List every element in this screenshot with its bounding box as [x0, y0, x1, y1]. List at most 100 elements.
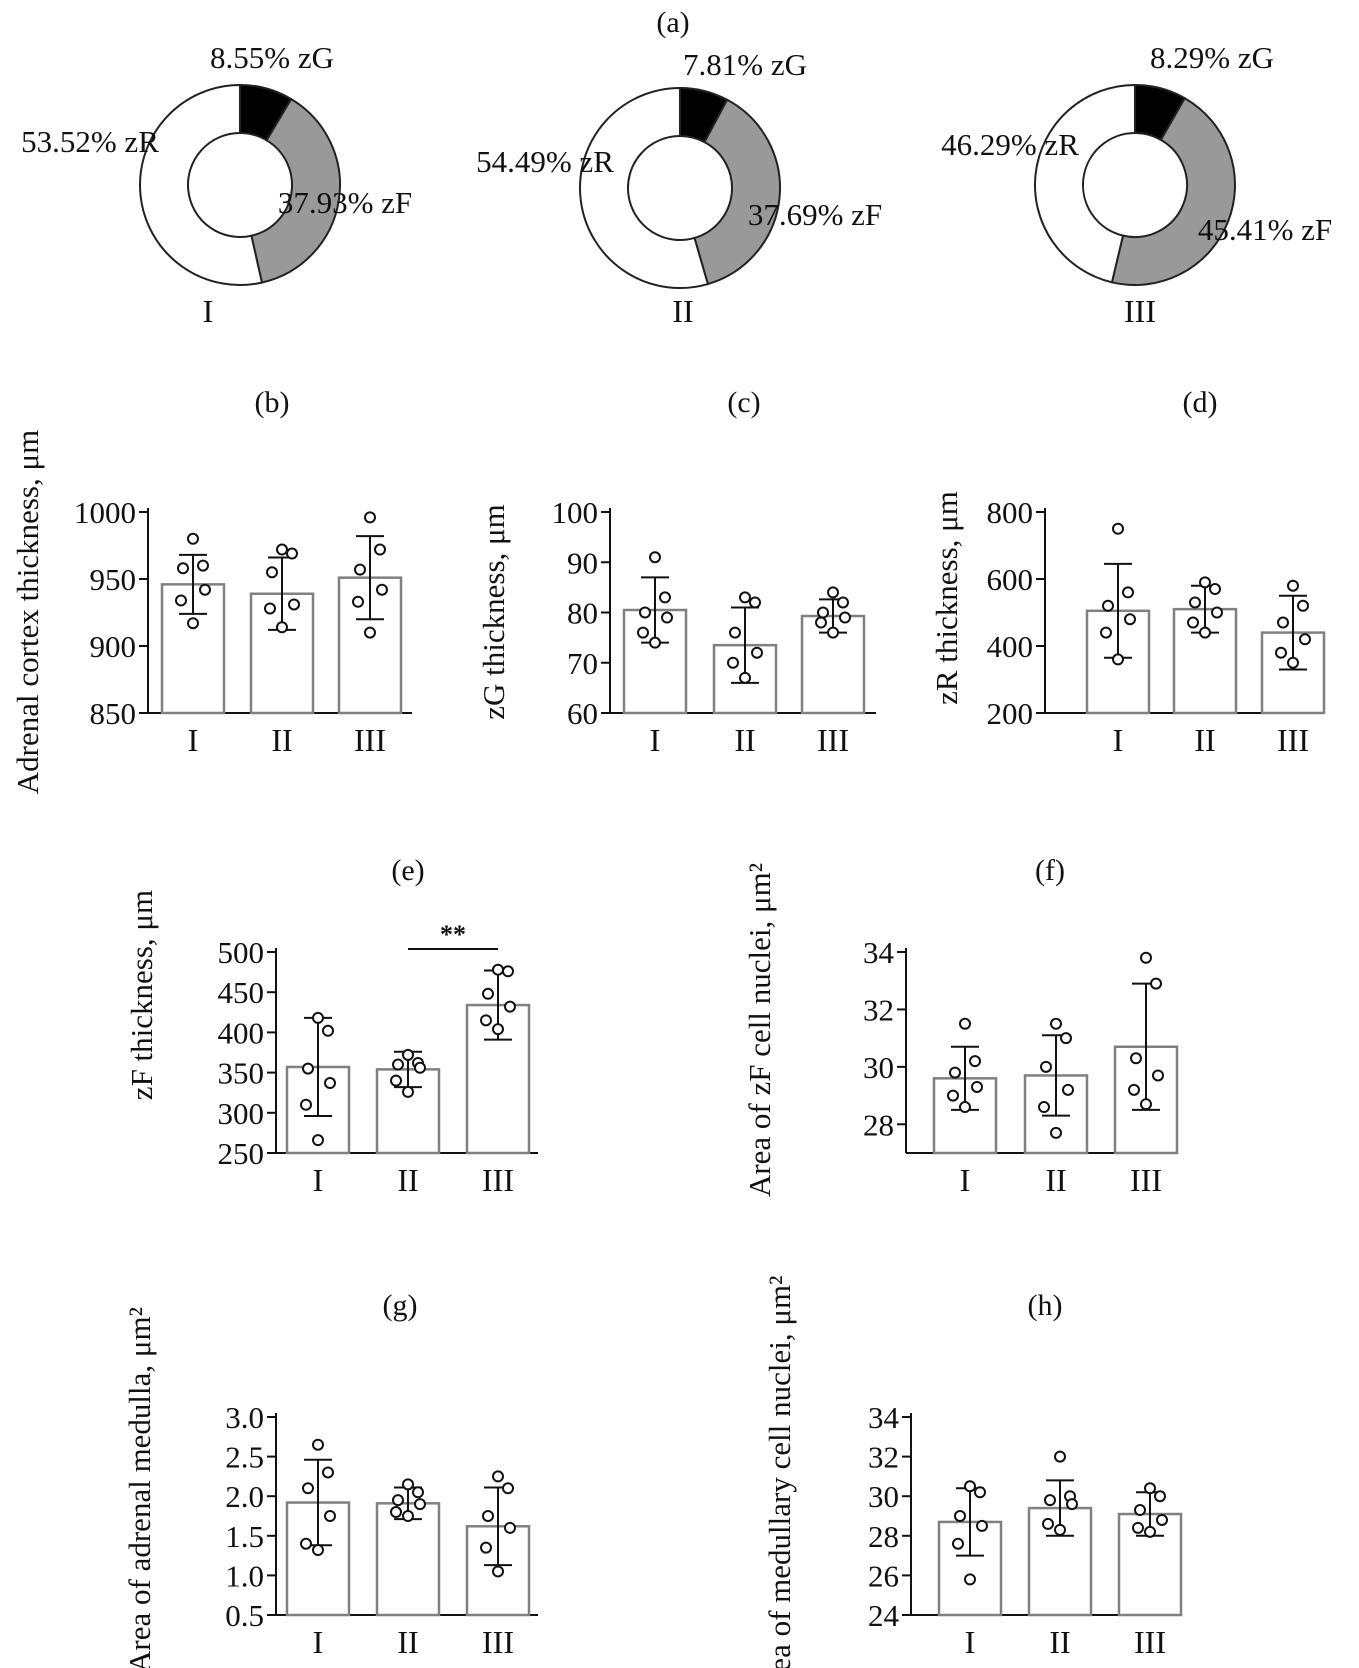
slice-label-zR: 53.52% zR — [21, 124, 159, 159]
data-point-III — [1277, 616, 1289, 629]
panel-label-g: (g) — [383, 1289, 418, 1322]
data-point-III — [492, 963, 504, 976]
x-tick-label-III: III — [1134, 1624, 1166, 1660]
data-point-I — [199, 583, 211, 596]
y-tick-label: 450 — [218, 975, 265, 1010]
slice-label-zG: 8.55% zG — [210, 40, 334, 75]
x-tick-label-II: II — [271, 722, 292, 758]
data-point-I — [300, 1098, 312, 1111]
data-point-III — [482, 1510, 494, 1522]
donut-slice-zR — [579, 86, 710, 289]
data-point-I — [639, 606, 651, 619]
data-point-II — [392, 1494, 404, 1507]
slice-label-zR: 54.49% zR — [476, 144, 614, 179]
data-point-I — [969, 1055, 981, 1068]
y-axis-label: zF thickness, μm — [124, 890, 159, 1100]
data-point-II — [1211, 606, 1223, 619]
data-point-I — [947, 1089, 959, 1102]
donut-category-label: I — [203, 293, 214, 329]
data-point-II — [1042, 1517, 1054, 1530]
x-tick-label-I: I — [313, 1624, 324, 1660]
data-point-II — [1060, 1032, 1072, 1045]
data-point-II — [390, 1074, 402, 1087]
data-point-III — [839, 611, 851, 624]
data-point-III — [1287, 656, 1299, 669]
panel-label-e: (e) — [391, 854, 424, 887]
data-point-III — [364, 626, 376, 639]
data-point-III — [1130, 1052, 1142, 1065]
data-point-III — [480, 1541, 492, 1554]
y-tick-label: 28 — [863, 1107, 894, 1142]
data-point-II — [1062, 1083, 1074, 1096]
donut-category-label: II — [672, 293, 693, 329]
data-point-III — [1287, 579, 1299, 592]
donut-slice-zR — [1034, 83, 1136, 284]
data-point-I — [322, 1024, 334, 1037]
data-point-I — [302, 1062, 314, 1075]
bar-chart-g: 0.5 1.0 1.5 2.0 2.5 3.0 Area of adrenal medull… — [122, 1307, 538, 1668]
x-tick-label-II: II — [734, 722, 755, 758]
y-axis-label: Area of zF cell nuclei, μm² — [742, 863, 777, 1197]
y-tick-label: 28 — [868, 1519, 899, 1554]
y-tick-label: 32 — [868, 1440, 899, 1475]
data-point-II — [727, 656, 739, 669]
y-tick-label: 400 — [987, 629, 1034, 664]
y-tick-label: 300 — [218, 1096, 265, 1131]
data-point-III — [502, 965, 514, 978]
data-point-III — [364, 511, 376, 524]
y-axis-label: zR thickness, μm — [929, 491, 964, 705]
x-tick-label-III: III — [817, 722, 849, 758]
x-tick-label-III: III — [482, 1162, 514, 1198]
data-point-I — [1112, 522, 1124, 535]
y-tick-label: 350 — [218, 1056, 265, 1091]
data-point-III — [492, 1470, 504, 1483]
data-point-III — [1132, 1521, 1144, 1534]
data-point-II — [286, 547, 298, 560]
x-tick-label-III: III — [1130, 1162, 1162, 1198]
x-tick-label-II: II — [397, 1162, 418, 1198]
data-point-II — [402, 1085, 414, 1098]
y-tick-label: 34 — [868, 1400, 900, 1435]
data-point-III — [1140, 1098, 1152, 1111]
y-tick-label: 30 — [863, 1050, 894, 1085]
data-point-III — [827, 586, 839, 599]
data-point-III — [482, 987, 494, 1000]
data-point-I — [1124, 613, 1136, 626]
data-point-II — [1189, 596, 1201, 609]
data-point-II — [739, 671, 751, 684]
x-tick-label-I: I — [188, 722, 199, 758]
data-point-I — [659, 591, 671, 604]
donut-chart-II: 7.81% zG 37.69% zF 54.49% zR II — [476, 47, 882, 329]
x-tick-label-III: III — [1277, 722, 1309, 758]
data-point-I — [302, 1482, 314, 1495]
data-point-I — [187, 617, 199, 630]
data-point-II — [266, 566, 278, 579]
data-point-III — [374, 543, 386, 556]
donut-slice-zF — [1110, 96, 1236, 286]
data-point-III — [354, 563, 366, 576]
data-point-II — [1187, 616, 1199, 629]
y-tick-label: 60 — [567, 696, 598, 731]
data-point-I — [300, 1537, 312, 1550]
y-tick-label: 26 — [868, 1558, 899, 1593]
x-tick-label-II: II — [1194, 722, 1215, 758]
data-point-III — [502, 1482, 514, 1495]
y-tick-label: 32 — [863, 992, 894, 1027]
data-point-II — [392, 1058, 404, 1071]
x-tick-label-I: I — [965, 1624, 976, 1660]
data-point-II — [1040, 1060, 1052, 1073]
y-axis-label: zG thickness, μm — [476, 504, 511, 720]
data-point-I — [322, 1466, 334, 1479]
data-point-II — [264, 602, 276, 615]
data-point-II — [739, 591, 751, 604]
data-point-II — [1038, 1101, 1050, 1114]
panel-label-d: (d) — [1183, 386, 1218, 419]
data-point-III — [1297, 599, 1309, 612]
slice-label-zG: 8.29% zG — [1150, 40, 1274, 75]
data-point-II — [1054, 1523, 1066, 1536]
significance-marker: ** — [440, 920, 466, 949]
x-tick-label-I: I — [1113, 722, 1124, 758]
